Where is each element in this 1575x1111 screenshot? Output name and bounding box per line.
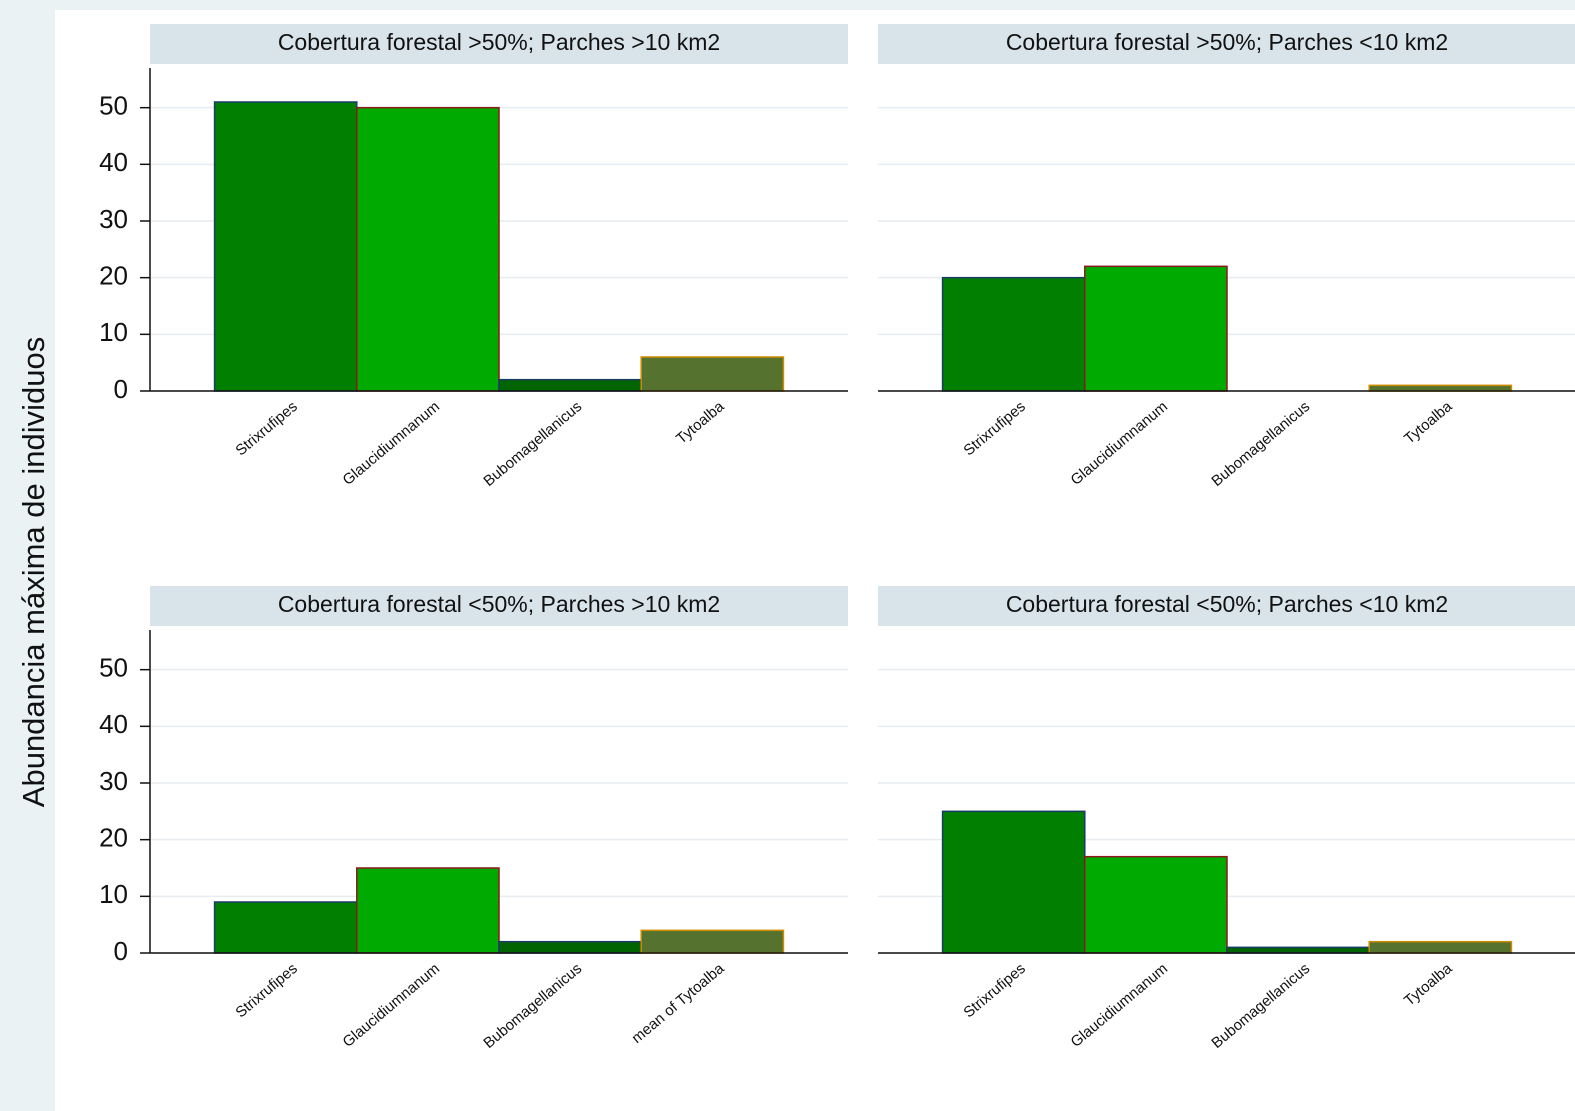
bar	[941, 810, 1086, 954]
bar	[1368, 384, 1513, 392]
panel-header	[878, 24, 1575, 64]
panel-title: Cobertura forestal >50%; Parches >10 km2	[278, 29, 720, 55]
panel-header	[150, 24, 848, 64]
panel-title: Cobertura forestal >50%; Parches <10 km2	[1006, 29, 1448, 55]
bar	[640, 356, 785, 392]
bar	[941, 276, 1086, 392]
y-tick-label: 20	[99, 261, 128, 291]
panel-header	[878, 586, 1575, 626]
y-tick-label: 20	[99, 823, 128, 853]
bar	[356, 106, 500, 392]
bar	[1084, 855, 1228, 954]
bar	[1368, 940, 1513, 954]
bar	[640, 929, 785, 954]
panel-title: Cobertura forestal <50%; Parches >10 km2	[278, 591, 720, 617]
panel-header	[150, 586, 848, 626]
y-tick-label: 0	[114, 936, 128, 966]
y-axis-label: Abundancia máxima de individuos	[16, 337, 51, 807]
y-tick-label: 30	[99, 204, 128, 234]
bar	[1084, 265, 1228, 392]
bar	[213, 901, 358, 954]
bar	[1226, 946, 1370, 954]
panel-title: Cobertura forestal <50%; Parches <10 km2	[1006, 591, 1448, 617]
bar	[356, 867, 500, 954]
y-tick-label: 50	[99, 653, 128, 683]
y-tick-label: 40	[99, 147, 128, 177]
y-tick-label: 10	[99, 317, 128, 347]
y-tick-label: 30	[99, 766, 128, 796]
y-tick-label: 0	[114, 374, 128, 404]
bar	[498, 940, 642, 954]
y-tick-label: 50	[99, 91, 128, 121]
y-tick-label: 10	[99, 879, 128, 909]
y-tick-label: 40	[99, 709, 128, 739]
bar	[213, 101, 358, 392]
bar	[498, 378, 642, 392]
